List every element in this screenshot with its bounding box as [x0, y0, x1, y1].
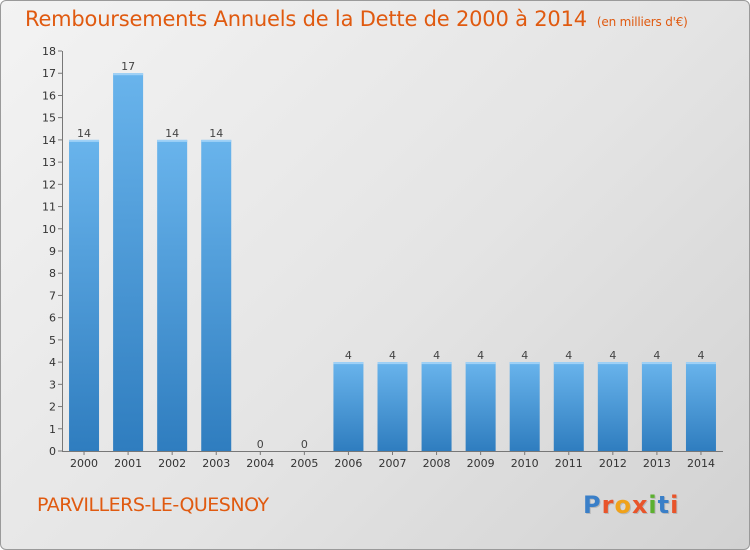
logo-letter: P: [583, 491, 602, 519]
y-tick-label: 12: [42, 178, 56, 191]
value-label-2002: 14: [165, 127, 179, 140]
value-label-2011: 4: [565, 349, 572, 362]
value-label-2009: 4: [477, 349, 484, 362]
value-label-2005: 0: [301, 438, 308, 451]
y-tick-label: 9: [49, 245, 56, 258]
y-tick-label: 13: [42, 156, 56, 169]
proxiti-logo: Proxiti: [583, 491, 679, 519]
bar-highlight: [421, 362, 452, 365]
logo-letter: t: [657, 491, 671, 519]
bar-highlight: [685, 362, 716, 365]
x-tick-label-2008: 2008: [423, 457, 451, 470]
commune-name: PARVILLERS-LE-QUESNOY: [37, 494, 269, 516]
x-tick-label-2001: 2001: [114, 457, 142, 470]
bar-highlight: [333, 362, 364, 365]
y-tick-label: 8: [49, 267, 56, 280]
y-tick-label: 11: [42, 201, 56, 214]
y-tick-label: 15: [42, 112, 56, 125]
bar-2000: [69, 139, 100, 451]
bar-highlight: [69, 139, 100, 142]
y-tick-label: 5: [49, 334, 56, 347]
value-label-2013: 4: [653, 349, 660, 362]
x-tick-label-2006: 2006: [334, 457, 362, 470]
bar-2003: [201, 139, 232, 451]
value-label-2006: 4: [345, 349, 352, 362]
bar-highlight: [465, 362, 496, 365]
value-label-2000: 14: [77, 127, 91, 140]
y-tick-label: 17: [42, 67, 56, 80]
value-label-2004: 0: [257, 438, 264, 451]
bars: 14 17 14 14 0 0 4 4 4 4 4 4 4 4 4: [69, 60, 716, 451]
x-tick-label-2002: 2002: [158, 457, 186, 470]
unit-note: (en milliers d'€): [596, 15, 688, 29]
value-label-2007: 4: [389, 349, 396, 362]
y-tick-label: 6: [49, 312, 56, 325]
y-tick-label: 16: [42, 89, 56, 102]
value-label-2012: 4: [609, 349, 616, 362]
bar-2006: [333, 362, 364, 451]
bar-2009: [465, 362, 496, 451]
bar-highlight: [553, 362, 584, 365]
value-label-2010: 4: [521, 349, 528, 362]
x-axis: 2000 2001 2002 2003 2004 2005 2006 2007 2008 2009…: [70, 451, 715, 470]
x-tick-label-2012: 2012: [599, 457, 627, 470]
value-label-2001: 17: [121, 60, 135, 73]
logo-letter: r: [601, 491, 615, 519]
logo-letter: i: [670, 491, 680, 519]
bar-2007: [377, 362, 408, 451]
x-tick-label-2000: 2000: [70, 457, 98, 470]
x-tick-label-2007: 2007: [379, 457, 407, 470]
bar-highlight: [201, 139, 232, 142]
y-tick-label: 0: [49, 445, 56, 458]
logo-letter: x: [631, 491, 649, 519]
bar-2001: [113, 73, 144, 451]
bar-2013: [641, 362, 672, 451]
x-tick-label-2005: 2005: [290, 457, 318, 470]
logo-letter: i: [648, 491, 658, 519]
x-tick-label-2004: 2004: [246, 457, 274, 470]
y-tick-label: 1: [49, 423, 56, 436]
chart-title-text: Remboursements Annuels de la Dette de 20…: [25, 7, 587, 31]
bar-highlight: [377, 362, 408, 365]
x-tick-label-2014: 2014: [687, 457, 715, 470]
logo-letter: o: [614, 491, 632, 519]
x-tick-label-2011: 2011: [555, 457, 583, 470]
bar-2008: [421, 362, 452, 451]
y-tick-label: 14: [42, 134, 56, 147]
bar-2012: [597, 362, 628, 451]
y-tick-label: 3: [49, 378, 56, 391]
bar-highlight: [641, 362, 672, 365]
bar-2010: [509, 362, 540, 451]
x-tick-label-2003: 2003: [202, 457, 230, 470]
bar-highlight: [113, 73, 144, 76]
chart-title: Remboursements Annuels de la Dette de 20…: [25, 7, 688, 31]
bar-2002: [157, 139, 188, 451]
bar-highlight: [157, 139, 188, 142]
value-label-2008: 4: [433, 349, 440, 362]
y-tick-label: 4: [49, 356, 56, 369]
x-tick-label-2010: 2010: [511, 457, 539, 470]
bar-2014: [685, 362, 716, 451]
x-tick-label-2009: 2009: [467, 457, 495, 470]
y-tick-label: 10: [42, 223, 56, 236]
x-tick-label-2013: 2013: [643, 457, 671, 470]
value-label-2014: 4: [697, 349, 704, 362]
y-tick-label: 7: [49, 289, 56, 302]
bar-highlight: [597, 362, 628, 365]
value-label-2003: 14: [209, 127, 223, 140]
bar-2011: [553, 362, 584, 451]
bar-highlight: [509, 362, 540, 365]
y-tick-label: 18: [42, 45, 56, 58]
y-tick-label: 2: [49, 401, 56, 414]
